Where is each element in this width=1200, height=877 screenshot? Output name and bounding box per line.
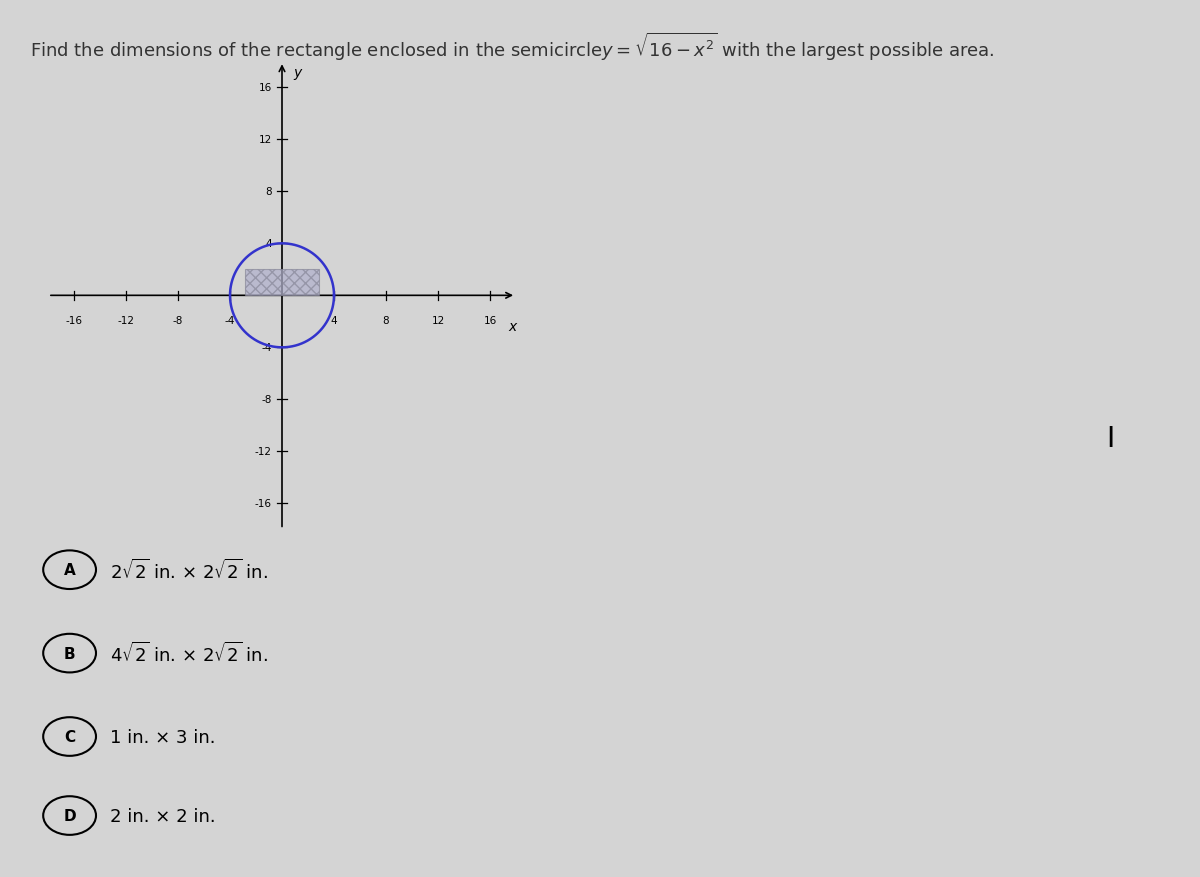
Text: 4: 4 — [265, 239, 271, 249]
Text: B: B — [64, 645, 76, 661]
Text: $4\sqrt{2}$ in. × 2$\sqrt{2}$ in.: $4\sqrt{2}$ in. × 2$\sqrt{2}$ in. — [110, 641, 269, 666]
Text: $2\sqrt{2}$ in. × 2$\sqrt{2}$ in.: $2\sqrt{2}$ in. × 2$\sqrt{2}$ in. — [110, 558, 269, 582]
Text: D: D — [64, 808, 76, 824]
Text: C: C — [64, 729, 76, 745]
Text: 8: 8 — [383, 316, 389, 325]
Text: 4: 4 — [331, 316, 337, 325]
Text: 16: 16 — [258, 83, 271, 93]
Text: 12: 12 — [431, 316, 445, 325]
Text: -4: -4 — [224, 316, 235, 325]
Bar — [245, 270, 319, 296]
Text: -12: -12 — [118, 316, 134, 325]
Text: -16: -16 — [66, 316, 83, 325]
Text: -16: -16 — [254, 499, 271, 509]
Text: I: I — [1106, 424, 1114, 453]
Text: -4: -4 — [262, 343, 271, 353]
Text: A: A — [64, 562, 76, 578]
Text: x: x — [508, 319, 516, 333]
Text: Find the dimensions of the rectangle enclosed in the semicircle$y = \sqrt{16-x^2: Find the dimensions of the rectangle enc… — [30, 31, 995, 63]
Text: 2 in. × 2 in.: 2 in. × 2 in. — [110, 807, 216, 824]
Text: 8: 8 — [265, 187, 271, 197]
Text: -8: -8 — [262, 395, 271, 405]
Text: 12: 12 — [258, 135, 271, 146]
Text: y: y — [294, 66, 302, 80]
Text: 1 in. × 3 in.: 1 in. × 3 in. — [110, 728, 216, 745]
Text: -12: -12 — [254, 446, 271, 457]
Text: -8: -8 — [173, 316, 184, 325]
Text: 16: 16 — [484, 316, 497, 325]
